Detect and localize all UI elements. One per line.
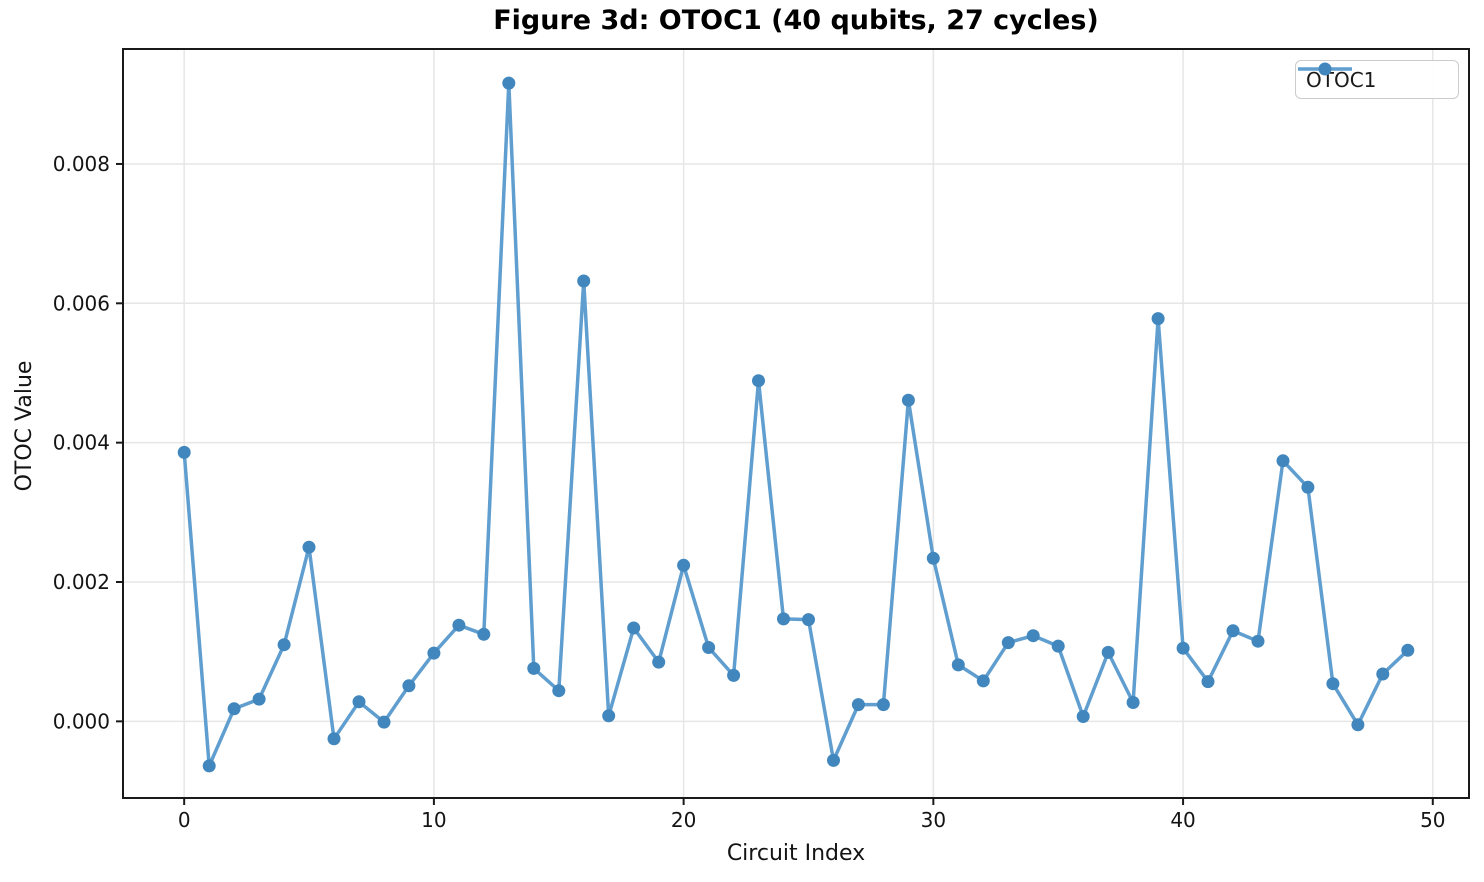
data-point-marker [527, 661, 541, 675]
data-point-marker [727, 668, 741, 682]
x-tick-label: 40 [1170, 808, 1195, 832]
otoc1-line [182, 81, 1410, 768]
data-point-marker [1151, 312, 1165, 326]
data-point-marker [277, 638, 291, 652]
legend-label: OTOC1 [1306, 67, 1377, 92]
data-point-marker [1001, 636, 1015, 650]
data-point-marker [1176, 641, 1190, 655]
data-point-marker [577, 274, 591, 288]
data-point-marker [402, 679, 416, 693]
data-point-marker [901, 393, 915, 407]
x-axis-label: Circuit Index [726, 841, 866, 866]
data-point-marker [1076, 710, 1090, 723]
data-point-marker [876, 698, 890, 712]
data-point-marker [352, 695, 366, 709]
data-point-marker [951, 658, 965, 672]
axis-tick-labels: 0 10 20 30 40 50 0.000 0.002 0.004 0.006 0.008 [53, 152, 1446, 832]
legend: OTOC1 [1295, 60, 1459, 99]
data-point-marker [252, 692, 266, 706]
data-point-marker [677, 558, 691, 572]
x-tick-label: 10 [421, 808, 446, 832]
data-point-marker [1326, 677, 1340, 691]
y-tick-label: 0.008 [53, 152, 110, 176]
data-point-marker [302, 540, 316, 554]
gridlines [123, 49, 1469, 798]
axis-ticks [116, 162, 1434, 805]
data-point-marker [802, 613, 815, 627]
data-point-marker [702, 641, 716, 654]
data-point-marker [1251, 634, 1265, 648]
data-point-marker [1401, 643, 1415, 657]
y-tick-label: 0.004 [53, 431, 110, 455]
data-point-marker [177, 445, 191, 459]
x-tick-label: 50 [1420, 808, 1445, 832]
data-point-marker [602, 709, 616, 723]
data-point-marker [1351, 718, 1365, 732]
data-point-marker [827, 753, 840, 767]
chart-title: Figure 3d: OTOC1 (40 qubits, 27 cycles) [493, 5, 1099, 36]
legend-line-marker-icon [1298, 62, 1352, 76]
data-point-marker [227, 702, 241, 716]
data-point-marker [1051, 639, 1065, 653]
data-point-marker [777, 612, 790, 626]
data-point-marker [926, 551, 940, 565]
y-tick-label: 0.000 [53, 709, 110, 733]
otoc1-markers [177, 76, 1415, 773]
y-tick-label: 0.006 [53, 291, 110, 315]
x-tick-label: 20 [671, 808, 696, 832]
data-point-marker [1301, 480, 1315, 494]
x-tick-label: 30 [921, 808, 946, 832]
data-point-marker [976, 674, 990, 688]
data-point-marker [552, 684, 566, 698]
y-tick-label: 0.002 [53, 570, 110, 594]
data-point-marker [327, 732, 341, 746]
data-point-marker [652, 655, 666, 669]
data-point-marker [752, 374, 765, 388]
data-point-marker [1101, 645, 1115, 659]
data-point-marker [1201, 675, 1215, 689]
data-point-marker [851, 698, 865, 712]
plot-frame [122, 48, 1470, 799]
data-point-marker [1126, 696, 1140, 709]
data-point-marker [202, 759, 216, 773]
x-tick-label: 0 [178, 808, 191, 832]
data-point-marker [502, 76, 516, 90]
data-point-marker [1226, 624, 1240, 638]
data-point-marker [477, 627, 491, 641]
data-point-marker [1376, 667, 1390, 681]
data-point-marker [377, 715, 391, 729]
data-point-marker [1276, 454, 1290, 468]
data-point-marker [427, 646, 441, 660]
data-point-marker [627, 621, 641, 635]
data-point-marker [1026, 629, 1040, 643]
data-point-marker [452, 618, 466, 632]
